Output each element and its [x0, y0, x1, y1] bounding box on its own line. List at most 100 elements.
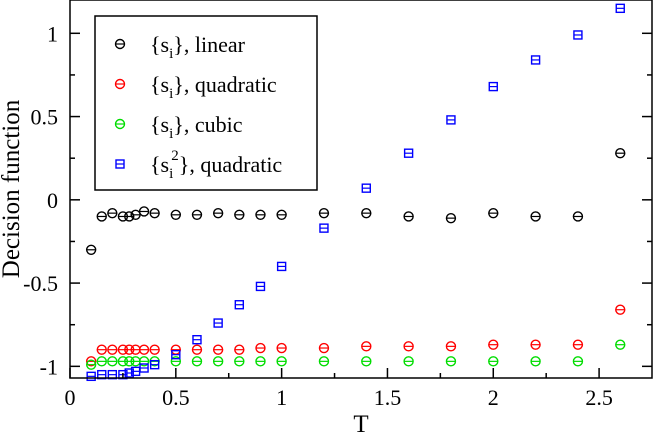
x-tick-label: 2: [488, 385, 499, 410]
data-point: [96, 356, 107, 367]
data-point: [234, 356, 245, 367]
data-point: [212, 356, 224, 367]
x-tick-label: 1: [276, 385, 287, 410]
data-point: [86, 371, 96, 382]
series-3: [86, 3, 625, 382]
data-point: [488, 207, 499, 219]
data-point: [139, 363, 149, 373]
legend-label-2: {si}, cubic: [150, 112, 243, 142]
x-axis-label: T: [353, 411, 368, 436]
x-tick-label: 2.5: [585, 385, 613, 410]
data-point: [403, 148, 414, 158]
plot-frame: [69, 0, 653, 379]
data-point: [255, 209, 266, 221]
data-point: [488, 356, 499, 367]
data-point: [361, 183, 371, 193]
data-point: [124, 211, 135, 222]
y-axis-label: Decision function: [0, 99, 25, 278]
data-point: [361, 341, 372, 352]
data-point: [255, 342, 266, 354]
legend-box: [94, 15, 318, 191]
legend-label-3: {si2}, quadratic: [150, 148, 282, 182]
data-point: [171, 349, 181, 360]
data-point: [191, 209, 203, 221]
y-tick-label: -0.5: [23, 271, 58, 296]
data-point: [149, 359, 160, 370]
data-point: [212, 344, 224, 355]
y-tick-label: 1: [47, 21, 58, 46]
data-point: [85, 359, 97, 370]
data-point: [130, 356, 141, 367]
data-point: [403, 341, 414, 352]
data-point: [170, 209, 182, 221]
series-0: [85, 147, 626, 255]
legend-label-1: {si}, quadratic: [150, 72, 277, 102]
data-point: [192, 335, 202, 345]
axis-ticks: 0 0.5 1 1.5 2 2.5 -1 -0.5 0 0.5 1: [23, 21, 652, 410]
data-point: [445, 356, 457, 367]
data-point: [446, 115, 456, 125]
legend-marker-0: [114, 38, 126, 50]
data-point: [573, 30, 583, 40]
data-point: [149, 344, 160, 355]
series-1: [85, 304, 626, 367]
data-point: [85, 244, 97, 255]
data-point: [149, 207, 160, 219]
data-point: [130, 344, 141, 355]
legend-marker-1: [114, 78, 126, 90]
data-point: [572, 356, 584, 367]
data-point: [276, 342, 287, 354]
data-point: [234, 209, 245, 221]
data-point: [615, 339, 626, 350]
data-point: [488, 81, 498, 92]
series-2: [85, 339, 626, 370]
data-point: [319, 223, 329, 233]
data-point: [255, 281, 266, 292]
legend-marker-3: [115, 159, 125, 169]
data-point: [138, 344, 150, 355]
data-point: [170, 356, 182, 367]
legend-label-0: {si}, linear: [150, 32, 246, 62]
data-point: [615, 3, 625, 14]
data-point: [234, 300, 245, 310]
data-point: [138, 206, 150, 217]
data-point: [130, 209, 141, 221]
legend: {si}, linear {si}, quadratic {si}, cubic {s…: [94, 15, 318, 191]
data-point: [615, 147, 626, 159]
y-tick-label: -1: [40, 354, 58, 379]
data-point: [572, 211, 584, 222]
y-tick-label: 0: [47, 188, 58, 213]
data-point: [276, 209, 287, 221]
data-point: [255, 356, 266, 367]
data-point: [138, 356, 150, 367]
data-point: [191, 356, 203, 367]
data-point: [530, 339, 541, 350]
data-point: [234, 344, 245, 355]
data-point: [212, 207, 224, 219]
data-point: [191, 344, 203, 355]
data-point: [361, 356, 372, 367]
data-point: [107, 356, 118, 367]
data-point: [96, 211, 107, 222]
data-point: [318, 342, 330, 354]
data-point: [530, 356, 541, 367]
data-point: [530, 211, 541, 222]
data-point: [445, 212, 457, 224]
legend-marker-2: [114, 118, 126, 130]
data-point: [276, 356, 287, 367]
data-point: [403, 211, 414, 222]
data-point: [107, 344, 118, 355]
data-point: [530, 55, 541, 65]
data-point: [361, 207, 372, 219]
data-point: [96, 344, 107, 355]
data-point: [170, 344, 182, 355]
data-point: [488, 339, 499, 350]
data-point: [107, 207, 118, 219]
y-tick-label: 0.5: [31, 105, 59, 130]
x-tick-label: 0: [65, 385, 76, 410]
data-point: [615, 304, 626, 315]
data-point: [445, 341, 457, 352]
data-point: [318, 207, 330, 219]
x-tick-label: 0.5: [162, 385, 190, 410]
